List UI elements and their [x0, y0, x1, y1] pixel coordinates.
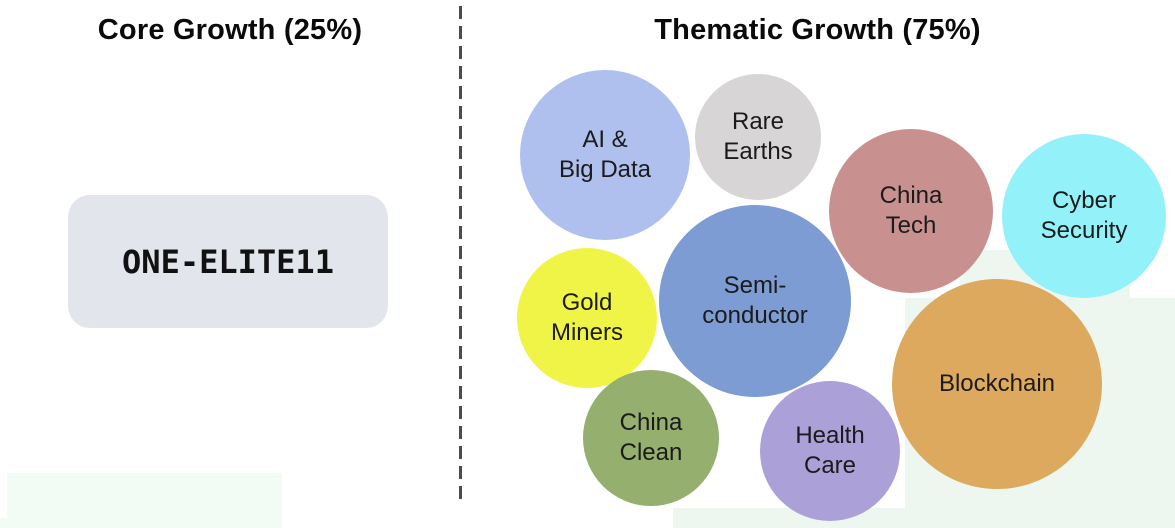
- bubble-blockchain-label: Blockchain: [938, 369, 1056, 397]
- thematic-growth-title: Thematic Growth (75%): [654, 14, 981, 46]
- bubble-cyber-security-label: Cyber Security: [1040, 186, 1128, 244]
- section-divider-dashed-line: [459, 6, 462, 506]
- bubble-health-care-label: Health Care: [795, 421, 865, 479]
- bubble-semiconductor: Semi- conductor: [659, 205, 851, 397]
- bubble-china-tech-label: China Tech: [879, 181, 943, 239]
- background-tint-bottom-center: [673, 508, 905, 528]
- bubble-gold-miners: Gold Miners: [517, 248, 657, 388]
- background-tint-corner: [0, 518, 10, 528]
- bubble-china-clean: China Clean: [583, 370, 719, 506]
- bubble-gold-miners-label: Gold Miners: [550, 288, 623, 346]
- core-fund-box: ONE-ELITE11: [68, 195, 388, 328]
- core-growth-title: Core Growth (25%): [97, 14, 363, 46]
- bubble-ai-big-data-label: AI & Big Data: [558, 125, 652, 183]
- bubble-semiconductor-label: Semi- conductor: [702, 271, 808, 329]
- bubble-blockchain: Blockchain: [892, 279, 1102, 489]
- background-tint-bottom-left: [7, 473, 282, 528]
- bubble-china-clean-label: China Clean: [619, 408, 683, 466]
- bubble-china-tech: China Tech: [829, 129, 993, 293]
- bubble-cyber-security: Cyber Security: [1002, 134, 1166, 298]
- core-fund-label: ONE-ELITE11: [122, 242, 334, 281]
- bubble-health-care: Health Care: [760, 381, 900, 521]
- bubble-ai-big-data: AI & Big Data: [520, 70, 690, 240]
- bubble-rare-earths-label: Rare Earths: [723, 107, 793, 165]
- bubble-rare-earths: Rare Earths: [695, 74, 821, 200]
